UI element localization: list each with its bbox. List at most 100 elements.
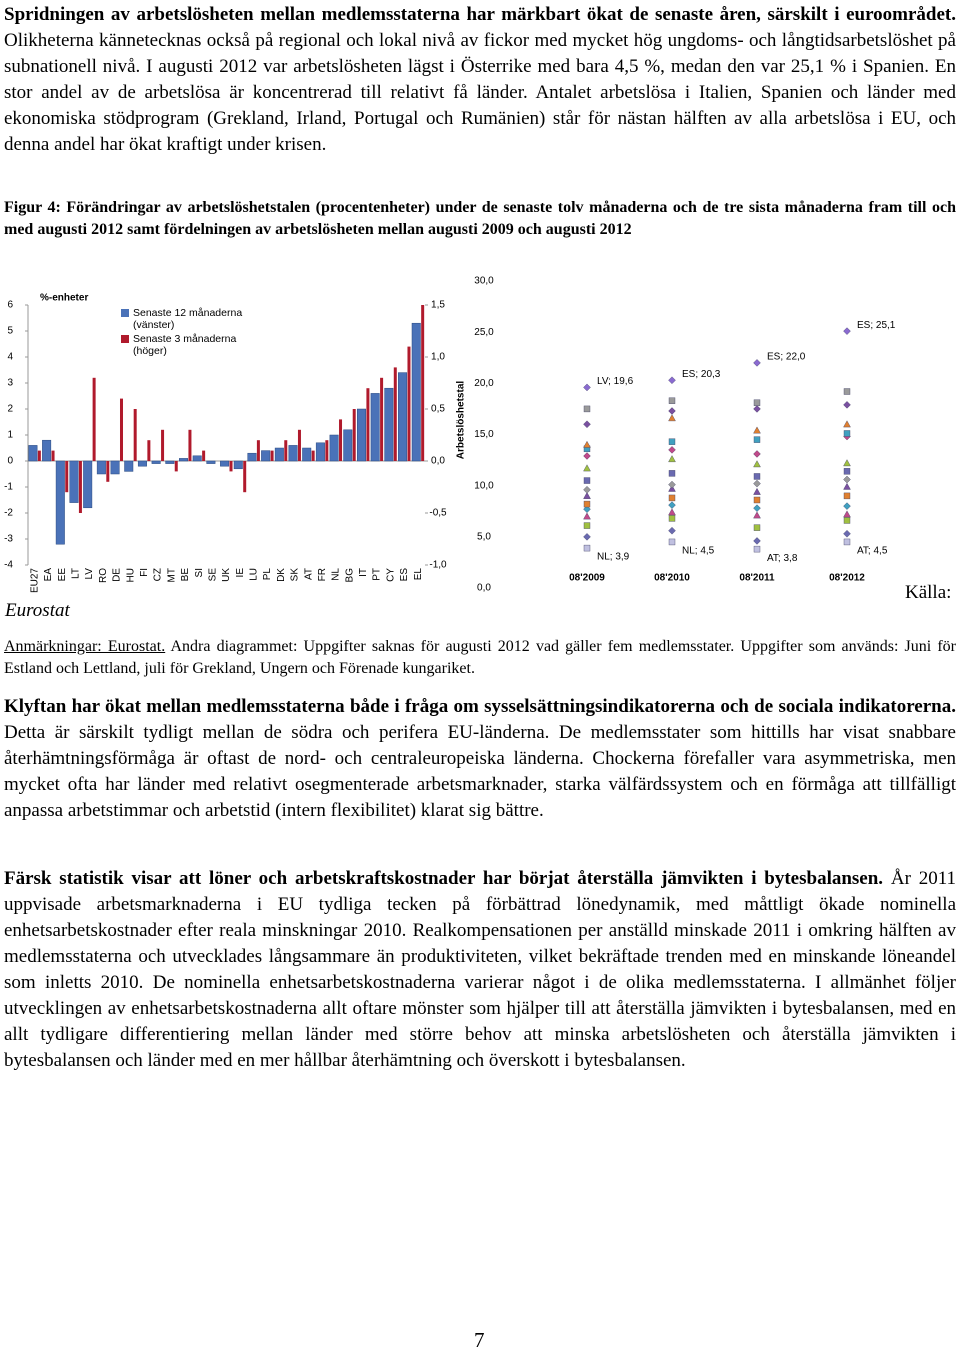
bar <box>174 461 178 472</box>
y-tick-label: 0,0 <box>477 583 491 594</box>
x-tick-label: EA <box>43 568 54 582</box>
x-tick-label: IE <box>235 568 246 578</box>
y2-tick-label: 1,5 <box>431 300 445 311</box>
point <box>843 401 851 409</box>
x-tick-label: CZ <box>153 568 164 581</box>
figure-caption: Figur 4: Förändringar av arbetslöshetsta… <box>4 199 956 238</box>
bar <box>270 450 274 461</box>
bar <box>407 346 411 461</box>
bar <box>37 450 41 461</box>
notes-lead: Anmärkningar: Eurostat. <box>4 638 166 655</box>
x-tick-label: EL <box>413 568 424 581</box>
point <box>843 538 851 546</box>
bar <box>288 445 298 462</box>
point <box>583 533 591 541</box>
point <box>753 524 761 531</box>
point <box>843 482 851 490</box>
x-tick-label: 08'2010 <box>654 573 690 584</box>
point <box>668 446 676 454</box>
legend-label: Senaste 12 månaderna (vänster) <box>133 307 243 331</box>
point <box>753 479 761 488</box>
point <box>668 455 676 463</box>
y-tick-label: 5 <box>7 326 13 337</box>
bar <box>261 450 271 462</box>
bar <box>106 461 110 482</box>
x-tick-label: FI <box>139 568 150 577</box>
legend-entry: Senaste 12 månaderna (vänster) <box>121 307 251 331</box>
point <box>753 545 761 553</box>
bar <box>51 450 55 461</box>
point <box>843 529 851 538</box>
point <box>753 426 761 434</box>
point <box>753 460 761 468</box>
bar <box>206 460 216 464</box>
point <box>668 501 676 509</box>
bar <box>311 450 315 461</box>
paragraph-lead: Färsk statistik visar att löner och arbe… <box>4 868 884 889</box>
point <box>668 470 676 477</box>
paragraph: Färsk statistik visar att löner och arbe… <box>4 866 956 1074</box>
point <box>583 477 591 484</box>
bar <box>83 460 93 509</box>
data-label: AT; 4,5 <box>857 546 888 557</box>
point <box>753 504 761 512</box>
bar <box>274 447 284 462</box>
point <box>583 500 591 508</box>
point <box>668 480 676 489</box>
bar <box>119 398 123 461</box>
bar <box>329 434 339 462</box>
paragraph-lead: Spridningen av arbetslösheten mellan med… <box>4 4 956 25</box>
point <box>668 538 676 546</box>
x-tick-label: IT <box>358 568 369 577</box>
point <box>843 502 851 510</box>
point <box>843 468 851 475</box>
x-tick-label: BE <box>180 568 191 582</box>
point <box>583 491 591 499</box>
point <box>843 430 851 437</box>
bar <box>124 460 134 472</box>
x-tick-label: LT <box>71 568 82 579</box>
bar <box>133 409 137 461</box>
y-tick-label: 25,0 <box>474 327 494 338</box>
x-tick-label: HU <box>125 568 136 582</box>
x-tick-label: 08'2009 <box>569 573 605 584</box>
bar <box>411 322 421 462</box>
point <box>753 436 761 443</box>
source-prefix: Källa: <box>905 582 952 603</box>
x-tick-label: LU <box>249 568 260 581</box>
x-tick-label: LV <box>84 568 95 580</box>
point <box>843 459 851 467</box>
bar <box>343 429 353 462</box>
bar <box>192 455 202 462</box>
bar <box>65 461 69 493</box>
y-tick-label: 1 <box>7 430 13 441</box>
point <box>753 487 761 495</box>
y-tick-label: 3 <box>7 378 13 389</box>
paragraph: Spridningen av arbetslösheten mellan med… <box>4 2 956 158</box>
y-tick-label: -3 <box>4 534 13 545</box>
x-tick-label: CY <box>385 568 396 582</box>
point <box>843 475 851 484</box>
point <box>583 485 591 494</box>
bar <box>243 461 247 493</box>
paragraph-text: Detta är särskilt tydligt mellan de södr… <box>4 722 956 821</box>
data-label: NL; 4,5 <box>682 546 715 557</box>
bar <box>96 460 106 475</box>
x-tick-label: FR <box>317 568 328 581</box>
bar <box>366 388 370 461</box>
bar <box>147 440 151 461</box>
point <box>583 464 591 472</box>
point <box>753 405 761 413</box>
bar <box>92 377 96 461</box>
legend-swatch <box>121 335 129 343</box>
bar <box>247 452 257 462</box>
bar <box>384 387 394 462</box>
paragraph-lead: Klyftan har ökat mellan medlemsstaterna … <box>4 696 956 717</box>
x-tick-label: SE <box>207 568 218 582</box>
point <box>583 383 591 392</box>
y-tick-label: 20,0 <box>474 378 494 389</box>
point <box>753 399 761 406</box>
point <box>843 492 851 500</box>
point <box>583 512 591 520</box>
bar <box>188 429 192 461</box>
